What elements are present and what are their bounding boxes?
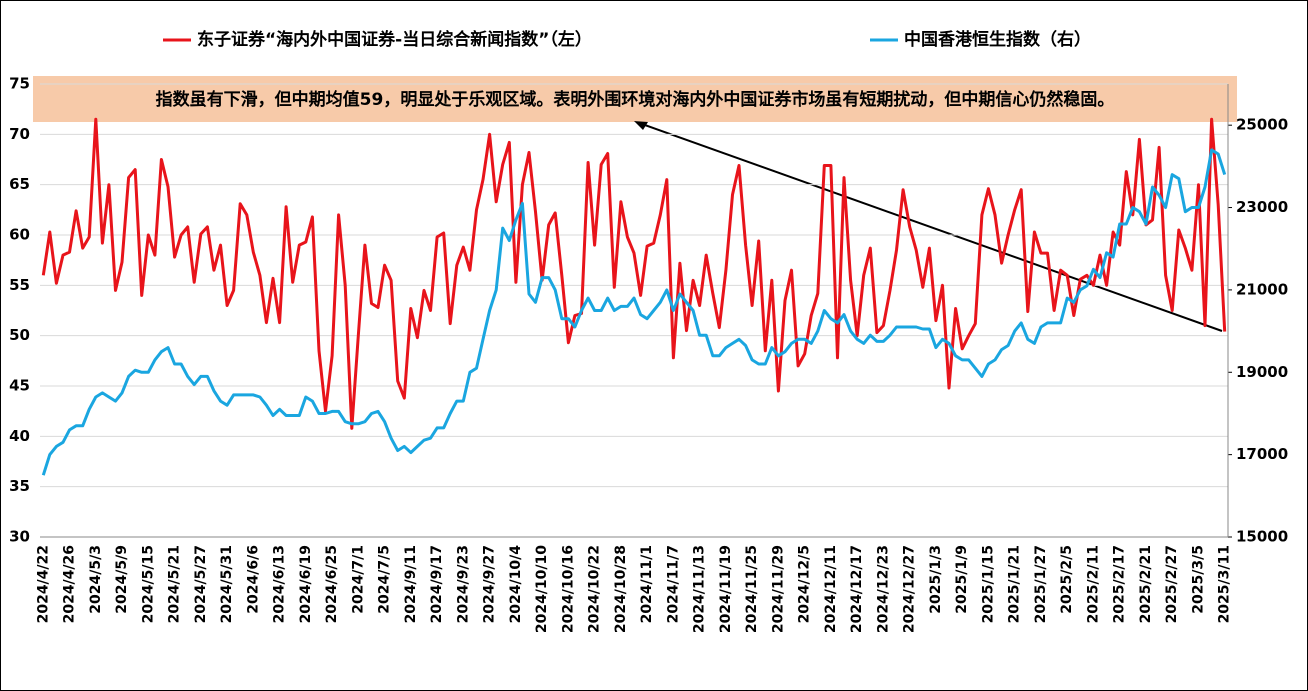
x-tick-label: 2025/2/17 (1112, 545, 1128, 623)
x-tick-label: 2025/1/15 (980, 545, 996, 623)
y2-tick-label: 25000 (1236, 116, 1288, 134)
annotation: 指数虽有下滑，但中期均值59，明显处于乐观区域。表明外围环境对海内外中国证券市场… (156, 89, 1115, 110)
y-tick-label: 50 (9, 326, 30, 344)
x-tick-label: 2024/5/31 (219, 545, 235, 623)
y-tick-label: 55 (9, 276, 30, 294)
y-tick-label: 65 (9, 175, 30, 193)
x-tick-label: 2024/10/10 (534, 545, 550, 633)
x-tick-label: 2025/3/5 (1190, 545, 1206, 614)
x-tick-label: 2024/10/28 (613, 545, 629, 633)
y2-tick-label: 23000 (1236, 198, 1288, 216)
y2-tick-label: 21000 (1236, 280, 1288, 298)
x-tick-label: 2024/9/11 (403, 545, 419, 623)
x-tick-label: 2024/4/26 (62, 545, 78, 623)
legend-label: 中国香港恒生指数（右） (904, 29, 1091, 50)
x-tick-label: 2024/9/17 (429, 545, 445, 623)
x-tick-label: 2025/2/27 (1164, 545, 1180, 623)
x-tick-label: 2025/3/11 (1217, 545, 1233, 623)
x-tick-label: 2025/2/5 (1059, 545, 1075, 614)
x-tick-label: 2024/6/19 (298, 545, 314, 623)
x-tick-label: 2024/6/25 (324, 545, 340, 623)
legend-label: 东子证券“海内外中国证券-当日综合新闻指数”（左） (197, 29, 592, 50)
y2-tick-label: 19000 (1236, 363, 1288, 381)
x-tick-label: 2025/1/3 (928, 545, 944, 614)
x-tick-label: 2024/12/23 (875, 545, 891, 633)
x-tick-label: 2024/9/27 (482, 545, 498, 623)
x-tick-label: 2024/12/27 (902, 545, 918, 633)
x-tick-label: 2024/11/25 (744, 545, 760, 633)
x-tick-label: 2024/9/23 (455, 545, 471, 623)
x-tick-label: 2024/5/21 (167, 545, 183, 623)
x-tick-label: 2024/10/4 (508, 545, 524, 624)
series-line (41, 148, 1227, 476)
y2-tick-label: 15000 (1236, 528, 1288, 546)
x-tick-label: 2025/1/21 (1007, 545, 1023, 623)
x-tick-label: 2024/11/1 (639, 545, 655, 623)
x-tick-label: 2025/2/21 (1138, 545, 1154, 623)
x-tick-label: 2024/7/5 (377, 545, 393, 614)
x-tick-label: 2024/10/22 (587, 545, 603, 633)
y-tick-label: 75 (9, 75, 30, 93)
x-tick-label: 2024/12/17 (849, 545, 865, 633)
y-tick-label: 60 (9, 226, 30, 244)
x-tick-label: 2025/2/11 (1085, 545, 1101, 623)
x-tick-label: 2024/10/16 (560, 545, 576, 633)
x-tick-label: 2024/4/22 (35, 545, 51, 623)
x-tick-label: 2024/6/6 (245, 545, 261, 614)
y2-tick-label: 17000 (1236, 445, 1288, 463)
x-tick-label: 2024/6/13 (272, 545, 288, 623)
x-tick-label: 2024/12/5 (797, 545, 813, 623)
x-tick-label: 2024/7/1 (350, 545, 366, 614)
x-tick-label: 2025/1/9 (954, 545, 970, 614)
y-tick-label: 70 (9, 125, 30, 143)
series-line (41, 117, 1227, 430)
trend-arrow (641, 123, 1223, 332)
y-tick-label: 45 (9, 377, 30, 395)
x-tick-label: 2024/5/3 (88, 545, 104, 614)
y-tick-label: 30 (9, 528, 30, 546)
x-tick-label: 2024/5/9 (114, 545, 130, 614)
x-tick-label: 2024/11/19 (718, 545, 734, 633)
x-tick-label: 2024/12/11 (823, 545, 839, 633)
x-tick-label: 2024/5/15 (140, 545, 156, 623)
x-tick-label: 2024/11/13 (692, 545, 708, 633)
x-tick-label: 2024/11/7 (665, 545, 681, 623)
y-tick-label: 35 (9, 477, 30, 495)
y-tick-label: 40 (9, 427, 30, 445)
trend-arrow-head (634, 121, 648, 130)
x-tick-label: 2024/11/29 (770, 545, 786, 633)
x-tick-label: 2025/1/27 (1033, 545, 1049, 623)
x-tick-label: 2024/5/27 (193, 545, 209, 623)
